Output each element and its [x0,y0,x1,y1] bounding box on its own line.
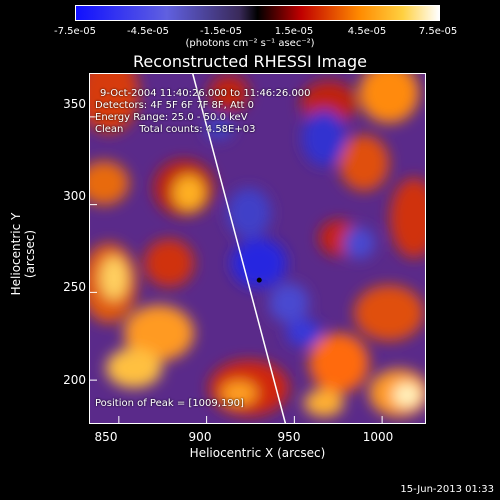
y-tick-label: 200 [63,373,86,387]
marker-dot [256,277,262,283]
y-tick-label: 250 [63,280,86,294]
colorbar-tick-label: 4.5e-05 [347,26,387,37]
colorbar-tick-label: 1.5e-05 [274,26,314,37]
colorbar-units: (photons cm⁻² s⁻¹ asec⁻²) [185,38,315,49]
clean-annotation: Clean Total counts: 4.58E+03 [95,124,256,135]
heatmap-plot [89,73,426,424]
y-tick-label: 300 [63,189,86,203]
y-tick-marks [89,116,97,381]
colorbar-tick-label: 7.5e-05 [418,26,458,37]
colorbar-tick-label: -1.5e-05 [200,26,242,37]
x-tick-label: 950 [277,430,301,444]
plot-frame [89,73,426,424]
colorbar-tick-label: -7.5e-05 [54,26,96,37]
y-tick-label: 350 [63,97,86,111]
y-axis-label: Heliocentric Y (arcsec) [9,212,37,296]
colorbar-tick-label: -4.5e-05 [127,26,169,37]
colorbar [75,5,440,21]
timestamp: 15-Jun-2013 01:33 [400,484,494,495]
peak-position-annotation: Position of Peak = [1009,190] [95,398,244,409]
detectors-annotation: Detectors: 4F 5F 6F 7F 8F, Att 0 [95,100,255,111]
x-tick-label: 1000 [362,430,394,444]
heatmap-field [89,73,426,417]
solar-limb-line [191,73,287,424]
energy-annotation: Energy Range: 25.0 - 50.0 keV [95,112,248,123]
x-axis-label: Heliocentric X (arcsec) [189,446,326,460]
x-tick-marks [118,416,383,424]
time-range-annotation: 9-Oct-2004 11:40:26.000 to 11:46:26.000 [100,88,311,99]
x-tick-label: 900 [188,430,212,444]
chart-title: Reconstructed RHESSI Image [133,52,367,71]
x-tick-label: 850 [94,430,118,444]
